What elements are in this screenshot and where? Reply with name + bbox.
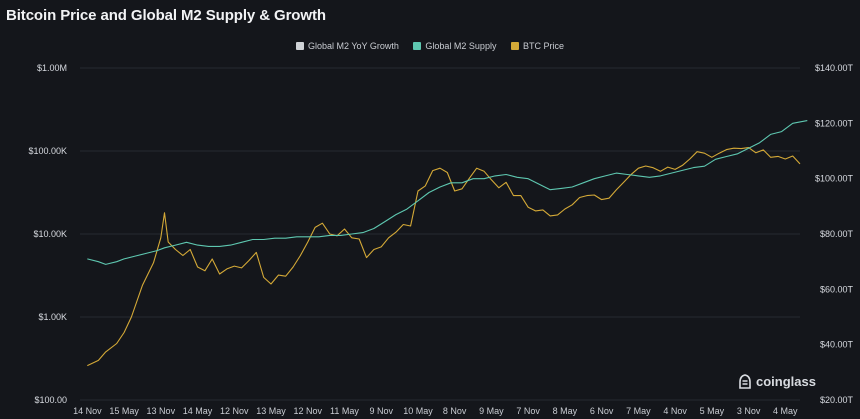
series-line-global-m2-supply bbox=[87, 120, 808, 265]
y-left-tick-label: $10.00K bbox=[33, 229, 67, 239]
x-tick-label: 11 May bbox=[330, 406, 359, 416]
legend-swatch-btc-price bbox=[510, 41, 519, 50]
x-tick-label: 3 Nov bbox=[737, 406, 761, 416]
x-tick-label: 8 May bbox=[553, 406, 578, 416]
y-left-tick-label: $100.00K bbox=[28, 146, 67, 156]
y-left-tick-label: $1.00K bbox=[38, 312, 67, 322]
legend-swatch-m2-supply bbox=[413, 41, 422, 50]
brand-name: coinglass bbox=[756, 374, 816, 389]
legend-swatch-m2-growth bbox=[296, 41, 304, 50]
legend-item-m2-supply[interactable]: Global M2 Supply bbox=[413, 41, 496, 51]
x-tick-label: 8 Nov bbox=[443, 406, 467, 416]
x-tick-label: 10 May bbox=[403, 406, 433, 416]
series-line-btc-price bbox=[87, 147, 801, 367]
legend-item-m2-growth[interactable]: Global M2 YoY Growth bbox=[296, 41, 399, 51]
coinglass-logo-icon bbox=[739, 374, 751, 389]
legend-label-btc-price: BTC Price bbox=[522, 40, 564, 51]
y-right-tick-label: $40.00T bbox=[820, 340, 854, 350]
x-tick-label: 15 May bbox=[109, 406, 139, 416]
y-right-tick-label: $60.00T bbox=[820, 284, 854, 294]
y-left-tick-label: $100.00 bbox=[34, 395, 67, 405]
x-tick-label: 4 May bbox=[773, 406, 798, 416]
y-left-tick-label: $1.00M bbox=[37, 63, 67, 73]
y-right-tick-label: $120.00T bbox=[815, 118, 854, 128]
x-tick-label: 14 Nov bbox=[73, 406, 102, 416]
y-right-tick-label: $80.00T bbox=[820, 229, 854, 239]
legend-item-btc-price[interactable]: BTC Price bbox=[510, 40, 564, 51]
y-right-tick-label: $100.00T bbox=[815, 174, 854, 184]
legend: Global M2 YoY Growth Global M2 Supply BT… bbox=[0, 40, 860, 51]
x-tick-label: 13 Nov bbox=[147, 406, 176, 416]
x-tick-label: 12 Nov bbox=[220, 406, 249, 416]
x-tick-label: 12 Nov bbox=[293, 406, 322, 416]
x-tick-label: 9 Nov bbox=[369, 406, 393, 416]
x-tick-label: 6 Nov bbox=[590, 406, 614, 416]
y-right-tick-label: $140.00T bbox=[815, 63, 854, 73]
chart-title: Bitcoin Price and Global M2 Supply & Gro… bbox=[6, 7, 326, 24]
x-tick-label: 7 May bbox=[626, 406, 651, 416]
brand-watermark: coinglass bbox=[738, 373, 816, 389]
legend-label-m2-growth: Global M2 YoY Growth bbox=[308, 40, 399, 51]
x-tick-label: 5 May bbox=[700, 406, 725, 416]
x-tick-label: 14 May bbox=[183, 406, 213, 416]
x-tick-label: 13 May bbox=[256, 406, 286, 416]
x-tick-label: 4 Nov bbox=[663, 406, 687, 416]
legend-label-m2-supply: Global M2 Supply bbox=[425, 40, 497, 51]
x-tick-label: 7 Nov bbox=[516, 406, 540, 416]
y-right-tick-label: $20.00T bbox=[820, 395, 854, 405]
x-tick-label: 9 May bbox=[479, 406, 504, 416]
